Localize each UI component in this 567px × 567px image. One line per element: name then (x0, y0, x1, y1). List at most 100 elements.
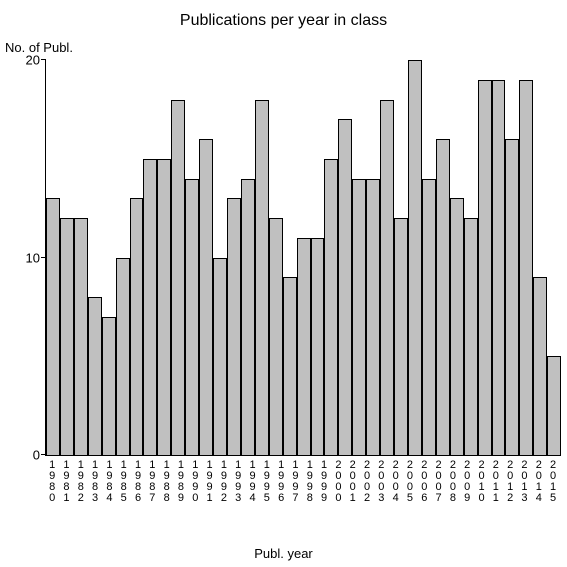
x-tick-label: 2010 (474, 457, 488, 504)
x-tick-label: 2012 (503, 457, 517, 504)
x-tick-label: 1986 (131, 457, 145, 504)
bar-slot (74, 60, 88, 455)
bar-slot (324, 60, 338, 455)
bar-slot (171, 60, 185, 455)
bar-slot (533, 60, 547, 455)
x-tick-label: 2007 (431, 457, 445, 504)
x-tick-label: 1990 (188, 457, 202, 504)
bar-slot (143, 60, 157, 455)
x-tick-label: 2002 (360, 457, 374, 504)
bar (436, 139, 450, 455)
bar (283, 277, 297, 455)
x-tick-label: 2015 (546, 457, 560, 504)
bar-slot (157, 60, 171, 455)
bar (394, 218, 408, 455)
bar-slot (338, 60, 352, 455)
bar-slot (464, 60, 478, 455)
bar-slot (311, 60, 325, 455)
x-tick-label: 2009 (460, 457, 474, 504)
bar (450, 198, 464, 455)
x-tick-label: 2000 (331, 457, 345, 504)
x-tick-label: 1993 (231, 457, 245, 504)
x-tick-label: 1991 (202, 457, 216, 504)
x-tick-label: 1981 (59, 457, 73, 504)
bar-slot (547, 60, 561, 455)
bar (380, 100, 394, 456)
x-tick-label: 1982 (74, 457, 88, 504)
bar (157, 159, 171, 455)
bar (338, 119, 352, 455)
bar (352, 179, 366, 456)
bar (547, 356, 561, 455)
bar (505, 139, 519, 455)
bar-slot (408, 60, 422, 455)
bar-slot (199, 60, 213, 455)
x-tick-label: 2003 (374, 457, 388, 504)
x-tick-label: 1998 (303, 457, 317, 504)
chart-container: Publications per year in class No. of Pu… (0, 0, 567, 567)
x-tick-label: 2008 (446, 457, 460, 504)
bar-slot (422, 60, 436, 455)
y-tick-mark (41, 257, 46, 258)
x-tick-label: 1985 (117, 457, 131, 504)
bars-group (46, 60, 561, 455)
x-tick-label: 2005 (403, 457, 417, 504)
x-tick-label: 1988 (160, 457, 174, 504)
bar-slot (436, 60, 450, 455)
y-tick-label: 0 (33, 448, 46, 463)
bar (46, 198, 60, 455)
bar (143, 159, 157, 455)
bar-slot (297, 60, 311, 455)
bar (478, 80, 492, 455)
x-tick-label: 1997 (288, 457, 302, 504)
x-tick-label: 1984 (102, 457, 116, 504)
x-tick-label: 1992 (217, 457, 231, 504)
x-tick-label: 2014 (532, 457, 546, 504)
bar (311, 238, 325, 455)
bar-slot (519, 60, 533, 455)
bar (255, 100, 269, 456)
bar (241, 179, 255, 456)
bar (519, 80, 533, 455)
bar-slot (116, 60, 130, 455)
x-tick-label: 1999 (317, 457, 331, 504)
bar-slot (213, 60, 227, 455)
y-tick-label: 10 (26, 250, 46, 265)
bar (60, 218, 74, 455)
bar (130, 198, 144, 455)
bar (102, 317, 116, 455)
y-tick-label: 20 (26, 53, 46, 68)
bar (185, 179, 199, 456)
bar-slot (352, 60, 366, 455)
bar-slot (60, 60, 74, 455)
bar (74, 218, 88, 455)
bar (199, 139, 213, 455)
bar (324, 159, 338, 455)
bar-slot (478, 60, 492, 455)
y-tick-mark (41, 454, 46, 455)
bar-slot (269, 60, 283, 455)
x-tick-label: 2013 (517, 457, 531, 504)
bar-slot (227, 60, 241, 455)
bar-slot (241, 60, 255, 455)
bar (269, 218, 283, 455)
x-tick-label: 1989 (174, 457, 188, 504)
x-tick-label: 2006 (417, 457, 431, 504)
bar-slot (102, 60, 116, 455)
x-tick-label: 2001 (346, 457, 360, 504)
bar-slot (394, 60, 408, 455)
bar-slot (255, 60, 269, 455)
x-tick-label: 1994 (245, 457, 259, 504)
x-tick-label: 1980 (45, 457, 59, 504)
bar-slot (130, 60, 144, 455)
bar-slot (283, 60, 297, 455)
bar (116, 258, 130, 456)
x-tick-label: 1987 (145, 457, 159, 504)
bar (366, 179, 380, 456)
bar-slot (185, 60, 199, 455)
x-axis-label: Publ. year (0, 546, 567, 561)
bar-slot (380, 60, 394, 455)
bar-slot (450, 60, 464, 455)
bar (408, 60, 422, 455)
bar (88, 297, 102, 455)
